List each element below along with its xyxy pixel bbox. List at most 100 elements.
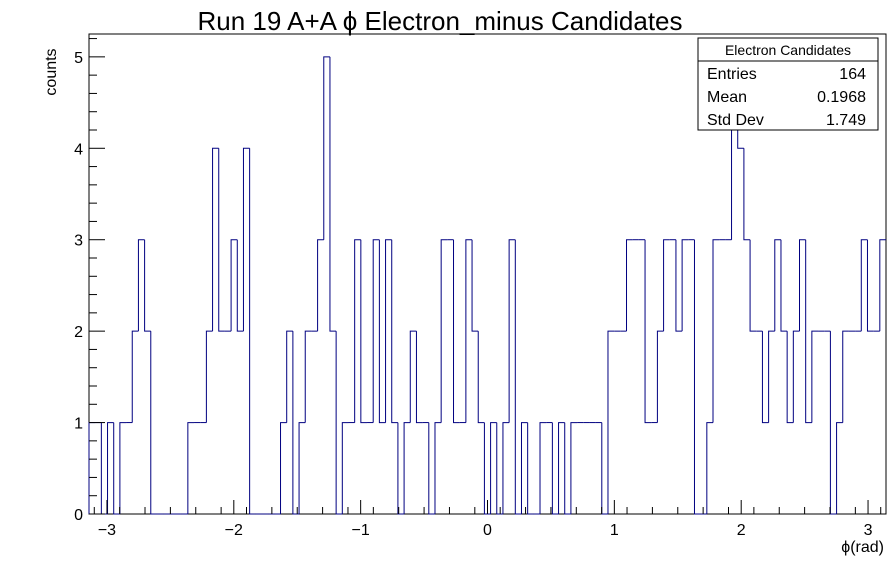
histogram-bin [836,422,843,514]
stats-entries-value: 164 [839,66,866,83]
histogram-bin [218,148,225,332]
y-tick-label: 3 [74,233,83,250]
histogram-bin [551,422,559,515]
histogram-bin [471,239,479,332]
histogram-bin [786,331,794,424]
histogram-bin [286,330,293,423]
histogram-bin [866,239,874,332]
histogram-bin [397,422,405,515]
y-tick-label: 4 [74,141,83,158]
histogram-bin [304,330,312,423]
histogram-bin [774,239,781,332]
histogram-bin [230,239,238,332]
histogram-bin [490,422,497,514]
histogram-bin [842,330,849,423]
histogram-bin [514,239,522,515]
histogram-bin [768,330,775,423]
x-tick-label: −3 [98,522,116,539]
histogram-bin [440,239,448,423]
y-axis: 0 1 2 3 4 5 [74,38,105,524]
histogram-bin [502,422,510,514]
histogram-bin [372,239,380,423]
histogram-bin [465,239,473,423]
histogram-bin [385,239,392,423]
histogram-bin [675,239,683,332]
x-tick-label: 1 [610,522,619,539]
histogram-bin [693,239,701,515]
histogram-bin [360,239,368,424]
histogram-bin [415,331,423,424]
histogram-bin [236,239,244,332]
histogram-bin [144,239,151,332]
histogram-bin [113,422,120,515]
histogram-bin [249,148,256,515]
histogram-bins [88,56,886,515]
histogram-bin [811,330,819,423]
histogram-bin [391,239,398,424]
x-tick-label: 0 [483,522,492,539]
histogram-bin [205,330,213,423]
histogram-bin [409,330,417,423]
x-axis: −3 −2 −1 0 1 2 3 [93,500,882,539]
histogram-bin [706,422,714,514]
stats-entries-label: Entries [707,66,757,83]
histogram-bin [799,239,806,332]
histogram-bin [681,239,689,332]
histogram-bin [280,422,287,514]
histogram-bin [780,239,788,332]
histogram-bin [749,239,757,332]
histogram-bin [137,239,145,332]
histogram-bin [860,239,868,332]
x-tick-label: 2 [737,522,746,539]
histogram-bin [131,330,139,423]
histogram-bin [428,422,435,515]
stats-box-title: Electron Candidates [725,42,851,58]
histogram-bin [341,422,349,514]
histogram-bin [378,239,386,424]
stats-mean-value: 0.1968 [817,89,866,106]
histogram-bin [761,331,769,424]
histogram-bin [626,239,633,332]
stats-box: Electron Candidates Entries 164 Mean 0.1… [697,37,879,131]
histogram-bin [520,422,528,514]
histogram-bin [829,331,837,515]
histogram-bin [317,239,324,332]
x-axis-label: ϕ(rad) [841,539,884,556]
histogram-bin [712,239,720,423]
histogram-bin [335,331,343,515]
histogram-bin [656,330,664,423]
x-tick-label: 3 [864,522,873,539]
histogram-bin [527,422,534,515]
histogram-bin [508,239,516,423]
stats-stddev-value: 1.749 [826,112,866,129]
histogram-bin [644,239,652,424]
histogram-bin [477,331,485,424]
histogram-bin [607,330,615,514]
histogram-bin [298,422,306,514]
chart-title: Run 19 A+A ϕ Electron_minus Candidates [197,6,682,36]
histogram-bin [496,422,503,515]
x-tick-label: −1 [352,522,370,539]
histogram-bin [743,148,751,241]
y-tick-label: 0 [74,507,83,524]
histogram-bin [212,147,219,332]
histogram-bin [242,147,250,332]
histogram-bin [570,422,578,514]
histogram-bin [792,330,800,423]
stats-box-frame [697,37,879,131]
stats-stddev-label: Std Dev [707,112,764,129]
histogram-bin [88,422,96,514]
x-tick-label: −2 [225,522,243,539]
histogram-bin [805,239,812,424]
histogram-bin [119,422,127,514]
histogram-bin [663,239,670,332]
y-tick-label: 2 [74,324,83,341]
histogram-bin [323,56,330,240]
histogram-bin [453,239,460,424]
y-tick-label: 1 [74,416,83,433]
histogram-bin [558,422,565,514]
histogram-bin [434,422,442,514]
histogram-bin [107,422,114,514]
histogram-bin [150,331,157,515]
